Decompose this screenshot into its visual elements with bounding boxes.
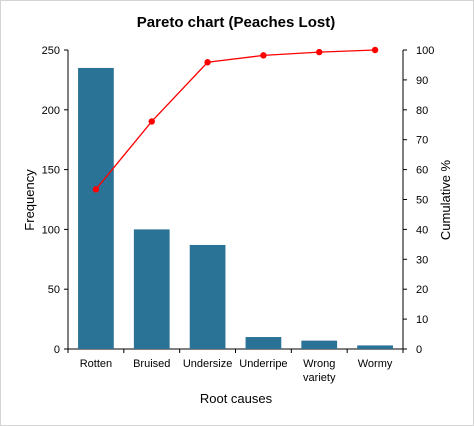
y2-tick-label: 40 — [416, 224, 428, 236]
cumulative-point — [148, 118, 155, 125]
x-category-label: Undersize — [183, 358, 233, 370]
cumulative-point — [316, 48, 323, 56]
cumulative-point — [260, 52, 267, 59]
y2-tick-label: 80 — [416, 105, 428, 117]
y-axis-title: Frequency — [22, 169, 37, 231]
y2-tick-label: 50 — [416, 195, 428, 207]
y-tick-label: 150 — [42, 165, 60, 177]
cumulative-point — [204, 59, 211, 66]
chart-title: Pareto chart (Peaches Lost) — [137, 14, 335, 31]
y2-tick-label: 30 — [416, 254, 428, 266]
x-axis-title: Root causes — [200, 391, 273, 406]
cumulative-point — [371, 46, 379, 54]
cumulative-point — [92, 186, 100, 193]
y-tick-label: 50 — [48, 284, 60, 296]
y2-tick-label: 0 — [416, 344, 422, 356]
y2-tick-label: 70 — [416, 135, 428, 147]
y-tick-label: 0 — [54, 344, 60, 356]
y2-tick-label: 90 — [416, 75, 428, 87]
x-category-label: Rotten — [80, 358, 112, 370]
y2-tick-label: 100 — [416, 45, 434, 57]
plot-area: 0 50 100 150 200 250 0 10 20 30 40 50 60 70 80 90 100 Rot… — [42, 45, 435, 384]
bar-wrong-variety — [301, 340, 338, 349]
cumulative-line — [95, 49, 376, 190]
x-category-label: Wormy — [358, 358, 393, 370]
bar-undersize — [189, 244, 226, 349]
bar-wormy — [357, 345, 393, 349]
x-category-label: Underripe — [239, 358, 287, 370]
y2-axis-title: Cumulative % — [438, 159, 453, 240]
y2-tick-label: 10 — [416, 314, 428, 326]
y2-tick-label: 20 — [416, 284, 428, 296]
y-tick-label: 250 — [42, 45, 60, 57]
y2-tick-label: 60 — [416, 165, 428, 177]
x-category-label: Wrong variety — [303, 358, 336, 384]
x-category-label: Bruised — [133, 358, 170, 370]
y-tick-label: 100 — [42, 224, 60, 236]
bar-rotten — [78, 67, 114, 349]
y-tick-label: 200 — [42, 105, 60, 117]
bar-bruised — [133, 229, 170, 349]
bar-underripe — [245, 337, 282, 349]
